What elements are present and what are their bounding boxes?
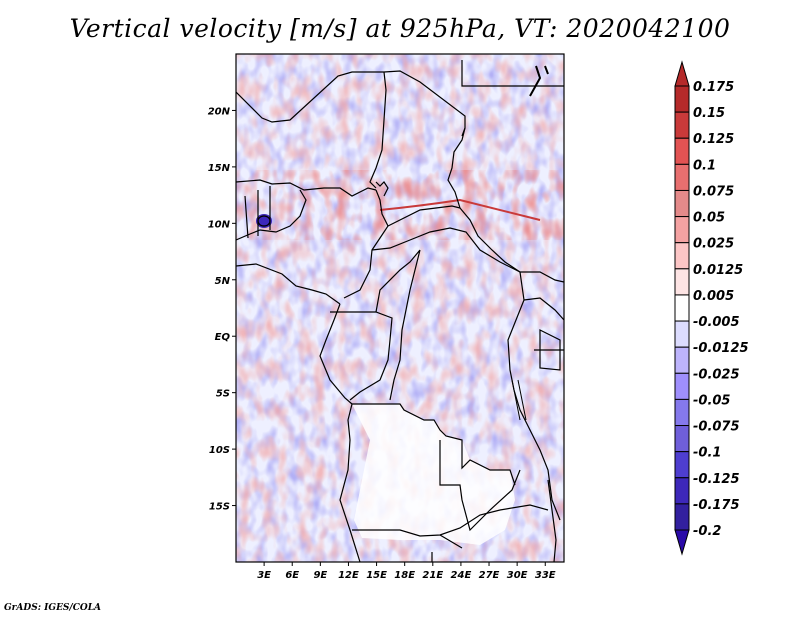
boundary-congo-gabon [330,311,393,401]
colorbar-swatch [674,189,690,218]
y-tick-label: 5N [215,276,231,287]
colorbar-swatch [674,242,690,270]
x-tick-label: 21E [422,570,443,581]
boundary-drc-east [507,271,561,521]
colorbar-label: -0.0125 [693,341,749,356]
boundary-west-africa [236,189,307,241]
colorbar-label: 0.05 [693,211,725,226]
x-tick-label: 33E [535,570,556,581]
colorbar-swatch [674,398,690,427]
colorbar-swatch [674,294,690,322]
boundary-car [371,227,521,273]
x-tick-label: 9E [313,570,327,581]
colorbar-label: 0.175 [693,80,734,95]
colorbar-swatch [674,137,690,165]
y-tick-label: 10S [209,445,230,456]
boundary-angola-drc [352,403,516,486]
colorbar-swatch [674,268,690,296]
colorbar-label: 0.075 [693,184,734,199]
field-sahel-band [236,170,564,240]
x-tick-label: 12E [338,570,359,581]
colorbar-swatch [674,451,690,479]
colorbar-label: -0.025 [693,367,740,382]
colorbar-label: -0.175 [693,498,740,513]
x-axis: 3E 6E 9E 12E 15E 18E 21E 24E 27E 30E 33E [257,562,556,581]
chart-title: Vertical velocity [m/s] at 925hPa, VT: 2… [69,14,731,43]
colorbar-swatch [674,346,690,374]
colorbar-swatch [674,85,690,113]
boundary-niger-chad [369,71,387,189]
grads-footer: GrADS: IGES/COLA [4,603,102,613]
lake-volta [257,215,271,227]
field-calm-area [352,404,515,545]
y-tick-label: 15S [209,502,230,513]
colorbar-swatch [674,320,690,348]
velocity-field [236,54,564,562]
x-tick-label: 3E [257,570,271,581]
x-tick-label: 27E [479,570,500,581]
boundary-chad-car [387,205,461,227]
y-tick-label: 20N [208,106,231,117]
colorbar-label: -0.075 [693,420,740,435]
y-tick-label: 10N [208,219,231,230]
colorbar-swatch [674,503,690,531]
boundary-malawi-mozambique [547,479,557,562]
colorbar-swatch [674,163,690,191]
boundary-congo-drc [375,249,421,401]
boundary-botswana [431,534,463,562]
colorbar-label: 0.005 [693,289,734,304]
lake-tanganyika [511,379,527,421]
boundary-angola-namibia [352,504,549,537]
colorbar-swatch [674,372,690,400]
boundary-niger-algeria [236,70,466,137]
y-tick-label: 5S [216,389,230,400]
nile-feature [529,65,549,97]
colorbar-label: 0.1 [693,158,716,173]
colorbar-label: 0.025 [693,237,734,252]
y-axis: 20N 15N 10N 5N EQ 5S 10S 15S [208,106,236,513]
colorbar-label: -0.2 [693,524,721,539]
x-tick-label: 15E [366,570,387,581]
boundary-uganda-kenya [523,297,564,371]
x-tick-label: 6E [285,570,299,581]
colorbar-label: -0.1 [693,446,721,461]
colorbar-top-arrow [674,60,690,87]
colorbar-label: 0.125 [693,132,734,147]
boundary-angola-zambia [439,440,521,532]
colorbar-swatch [674,216,690,244]
colorbar-label: -0.005 [693,315,740,330]
colorbar-swatch [674,111,690,139]
boundary-niger-nigeria [236,179,377,197]
country-boundaries [236,60,564,562]
colorbar-label: -0.05 [693,393,730,408]
map-frame [235,53,565,563]
colorbar-bottom-arrow [674,529,690,556]
boundary-libya-sudan-egypt [461,60,564,87]
colorbar-label: -0.125 [693,472,740,487]
colorbar-label: 0.15 [693,106,725,121]
colorbar-swatch [674,477,690,505]
field-red-streak [379,198,541,221]
lake-chad [375,181,389,197]
colorbar: 0.175 0.15 0.125 0.1 0.075 0.05 0.025 0.0125 0.0… [674,60,749,556]
y-tick-label: 15N [208,163,231,174]
boundary-chad-sudan [447,127,564,283]
x-tick-label: 30E [507,570,528,581]
x-tick-label: 24E [451,570,472,581]
y-tick-label: EQ [215,332,231,343]
x-tick-label: 18E [394,570,415,581]
coastline-gulf-guinea [236,263,341,305]
colorbar-swatch [674,425,690,453]
boundary-nigeria-cameroon [343,189,389,299]
colorbar-label: 0.0125 [693,263,743,278]
